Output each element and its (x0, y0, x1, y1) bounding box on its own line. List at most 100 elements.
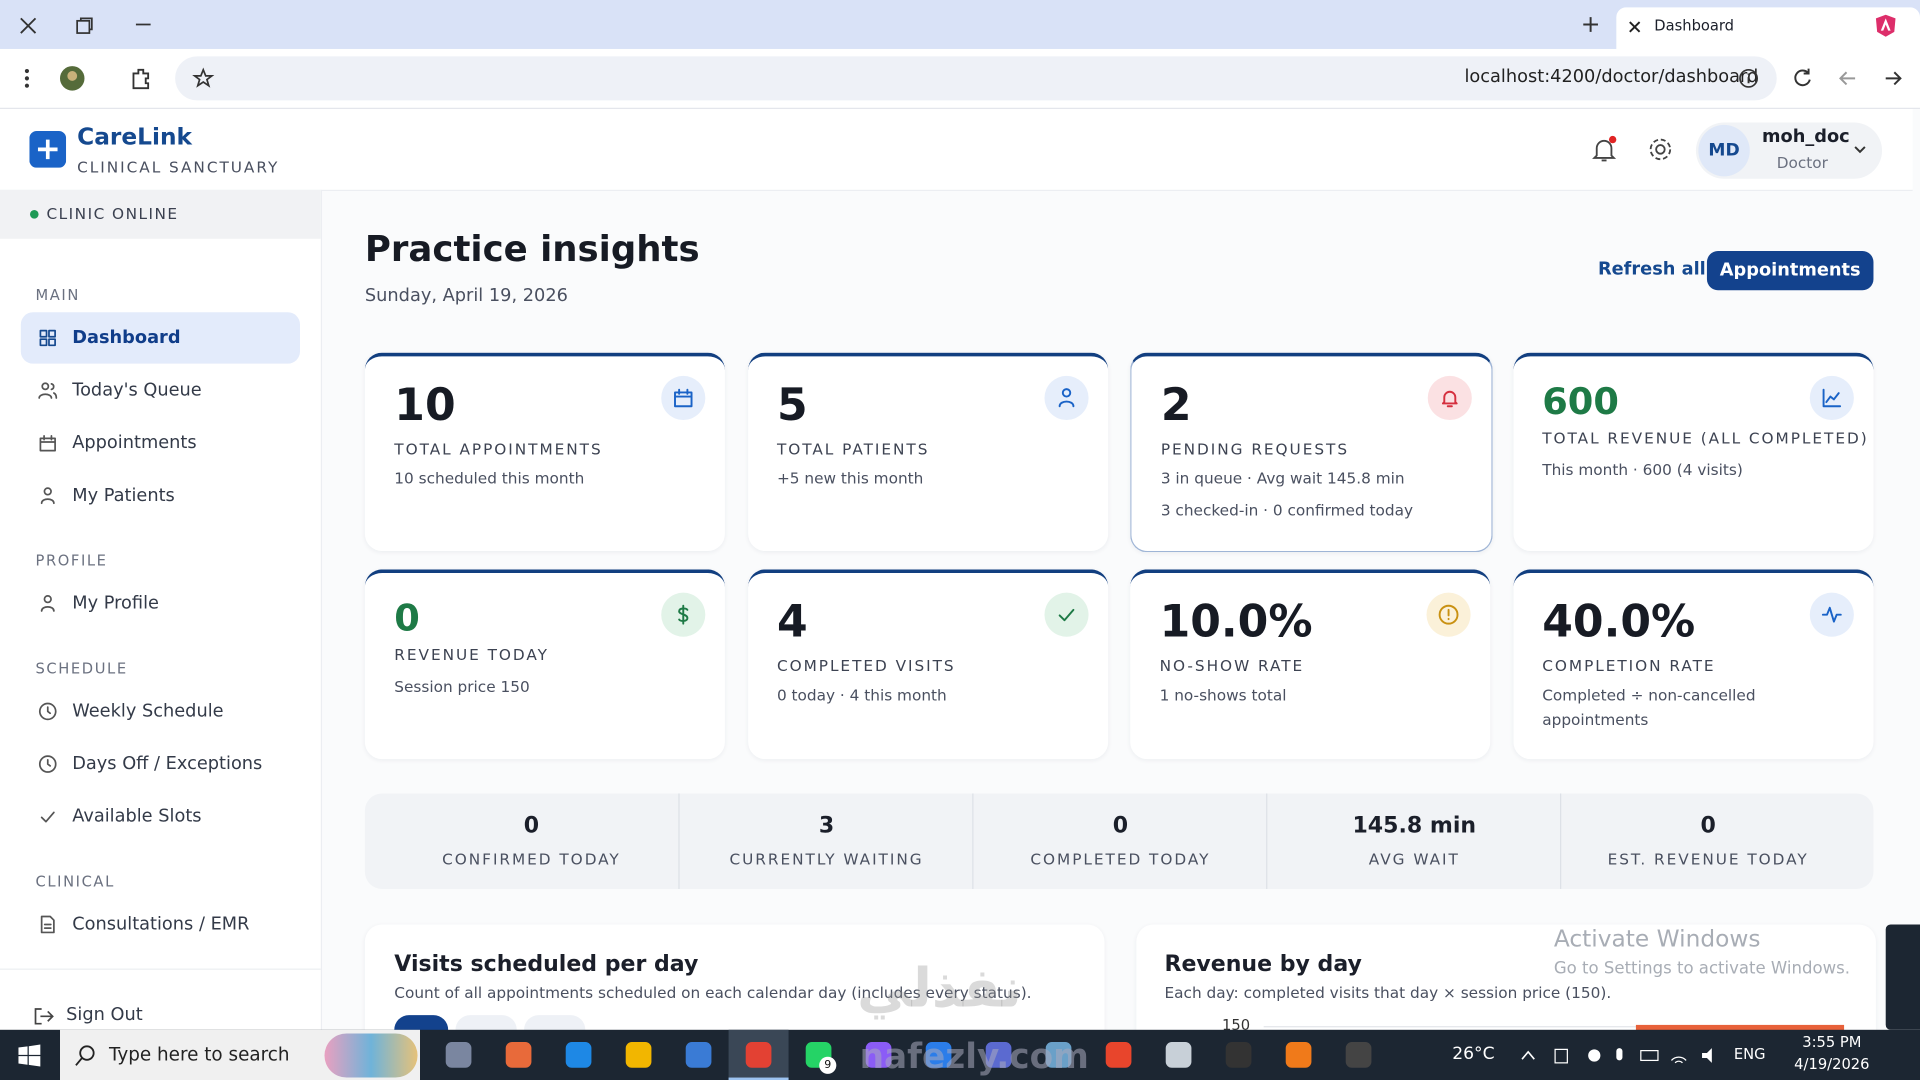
extensions[interactable] (129, 66, 153, 90)
restore-window[interactable] (73, 15, 95, 37)
taskbar-app[interactable] (909, 1030, 969, 1080)
nav-item[interactable]: Today's Queue (21, 365, 300, 416)
search-placeholder: Type here to search (108, 1043, 290, 1066)
taskbar: Type here to search 9 26°C ENG 3:55 PM 4… (0, 1029, 1920, 1080)
page-title: Practice insights (364, 227, 700, 270)
app-glyph (985, 1042, 1012, 1068)
reload[interactable] (1790, 66, 1814, 90)
sign-out-icon (34, 1008, 54, 1025)
bar (1635, 1024, 1845, 1033)
taskbar-app[interactable] (1329, 1030, 1389, 1080)
nav-item[interactable]: Consultations / EMR (21, 899, 300, 950)
stat-label: COMPLETION RATE (1542, 656, 1716, 675)
stat-value: 600 (1542, 380, 1619, 424)
address-bar[interactable]: localhost:4200/doctor/dashboard (175, 56, 1777, 101)
stat-card: 4 COMPLETED VISITS 0 today · 4 this month (747, 569, 1108, 760)
new-tab[interactable] (1580, 13, 1602, 35)
taskbar-app[interactable] (549, 1030, 609, 1080)
user-menu[interactable]: MD moh_doc Doctor (1695, 122, 1883, 179)
icon (40, 487, 55, 505)
icon (40, 594, 55, 612)
nav-item[interactable]: Dashboard (20, 312, 301, 364)
stat-value: 4 (776, 597, 808, 648)
nav-item[interactable]: Weekly Schedule (21, 686, 300, 737)
address-row: localhost:4200/doctor/dashboard (0, 48, 1920, 109)
refresh-all[interactable]: Refresh all (1597, 259, 1706, 280)
taskbar-app[interactable] (1269, 1030, 1329, 1080)
nav-item[interactable]: Appointments (21, 418, 300, 469)
stat-value: 2 (1160, 380, 1192, 432)
close-window[interactable] (17, 15, 39, 37)
app-header: CareLink CLINICAL SANCTUARY MD moh_doc D… (0, 108, 1913, 192)
app-glyph (565, 1042, 592, 1068)
stat-detail: 0 today · 4 this month (776, 685, 947, 705)
panel-subtitle: Count of all appointments scheduled on e… (394, 983, 1032, 1002)
icon (39, 329, 56, 347)
nav-item[interactable]: My Patients (21, 470, 300, 521)
start-button[interactable] (18, 1044, 41, 1067)
taskbar-app[interactable] (1149, 1030, 1209, 1080)
stat-detail: +5 new this month (776, 468, 924, 488)
search-highlight (324, 1033, 418, 1078)
taskbar-app[interactable] (1089, 1030, 1149, 1080)
taskbar-app[interactable] (849, 1030, 909, 1080)
browser-menu[interactable] (17, 67, 37, 89)
stat-icon (1427, 375, 1472, 420)
stat-value: 10.0% (1159, 597, 1313, 648)
summary-item: 145.8 min AVG WAIT (1266, 793, 1561, 889)
bookmark-star[interactable] (192, 67, 215, 89)
nav-label: Appointments (72, 433, 197, 454)
app-glyph (745, 1042, 772, 1068)
nav-label: Weekly Schedule (72, 701, 224, 722)
tab-icon (1875, 14, 1896, 37)
icon-shape (39, 435, 56, 452)
brand-tagline: CLINICAL SANCTUARY (77, 157, 280, 177)
close-tab[interactable] (1626, 18, 1643, 35)
app-glyph (865, 1042, 892, 1068)
app-glyph (925, 1042, 952, 1068)
icon-shape (1441, 390, 1458, 408)
stat-icon (1809, 592, 1854, 637)
taskbar-app[interactable] (728, 1029, 789, 1080)
icon-shape (39, 329, 56, 347)
taskbar-app[interactable] (669, 1030, 729, 1080)
tray-icons[interactable] (1518, 1046, 1726, 1066)
side-toolbar[interactable] (1885, 924, 1920, 1030)
summary-item: 0 COMPLETED TODAY (972, 793, 1267, 889)
profile-avatar[interactable] (59, 65, 86, 92)
taskbar-app[interactable] (1209, 1030, 1269, 1080)
summary-value: 145.8 min (1352, 813, 1477, 839)
taskbar-app[interactable] (489, 1030, 549, 1080)
stat-value: 0 (394, 597, 420, 641)
app-glyph (1285, 1042, 1312, 1068)
taskbar-app[interactable] (1029, 1030, 1089, 1080)
forward[interactable] (1881, 66, 1905, 90)
notifications[interactable] (1589, 135, 1618, 164)
taskbar-search[interactable]: Type here to search (60, 1029, 420, 1080)
site-info[interactable] (1738, 67, 1760, 89)
clock-date: 4/19/2026 (1794, 1055, 1870, 1073)
panel-title: Visits scheduled per day (394, 951, 699, 978)
icon (1438, 604, 1459, 625)
settings[interactable] (1646, 135, 1675, 164)
app-glyph (445, 1042, 472, 1068)
stat-detail: This month · 600 (4 visits) (1542, 460, 1743, 479)
nav-item[interactable]: Days Off / Exceptions (21, 738, 300, 789)
taskbar-app[interactable] (609, 1030, 669, 1080)
active-tab[interactable]: Dashboard (1616, 7, 1920, 49)
appointments-button[interactable]: Appointments (1706, 251, 1874, 291)
y-tick-label: 150 (1222, 1016, 1251, 1034)
stat-label: NO-SHOW RATE (1159, 656, 1305, 675)
minimize-window[interactable] (132, 15, 154, 37)
taskbar-app[interactable] (969, 1030, 1029, 1080)
url: localhost:4200/doctor/dashboard (1464, 67, 1759, 87)
taskbar-app[interactable] (789, 1030, 849, 1080)
nav-item[interactable]: Available Slots (21, 791, 300, 842)
brand-logo[interactable] (29, 131, 67, 168)
stat-label: PENDING REQUESTS (1160, 439, 1350, 458)
watermark-arabic: نفذلي (857, 957, 1023, 1020)
back[interactable] (1836, 66, 1860, 90)
taskbar-app[interactable] (429, 1030, 489, 1080)
sidebar: CLINIC ONLINE MAIN Dashboard Today's Queue… (0, 189, 323, 1030)
nav-item[interactable]: My Profile (21, 578, 300, 629)
